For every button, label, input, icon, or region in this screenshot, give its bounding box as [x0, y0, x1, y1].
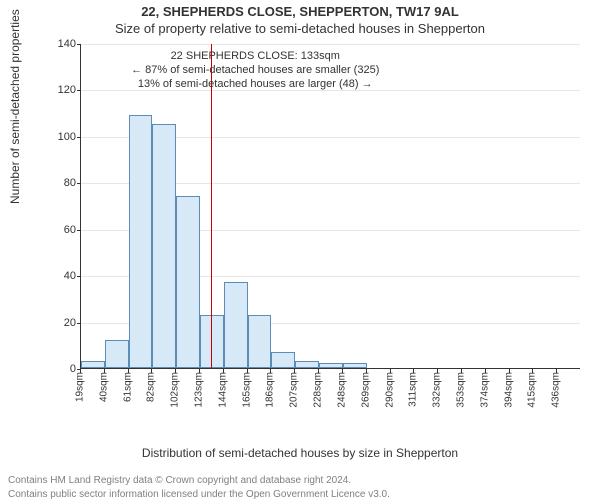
- histogram-chart: 22 SHEPHERDS CLOSE: 133sqm ← 87% of semi…: [50, 44, 580, 399]
- histogram-bar: [81, 361, 105, 368]
- y-tick-label: 100: [46, 131, 76, 143]
- x-tick-label: 102sqm: [170, 372, 181, 408]
- histogram-bar: [295, 361, 319, 368]
- page-subtitle: Size of property relative to semi-detach…: [0, 21, 600, 36]
- histogram-bar: [271, 352, 295, 368]
- reference-line: [211, 44, 212, 368]
- x-tick-label: 228sqm: [313, 372, 324, 408]
- x-tick-label: 40sqm: [98, 372, 109, 402]
- y-tick-label: 80: [46, 177, 76, 189]
- x-tick-label: 269sqm: [360, 372, 371, 408]
- page-title-address: 22, SHEPHERDS CLOSE, SHEPPERTON, TW17 9A…: [0, 4, 600, 19]
- histogram-bar: [224, 282, 248, 368]
- histogram-bar: [152, 124, 176, 368]
- y-tick-label: 140: [46, 38, 76, 50]
- y-axis-label: Number of semi-detached properties: [8, 9, 22, 204]
- footer-attribution-2: Contains public sector information licen…: [8, 489, 390, 500]
- x-tick-label: 290sqm: [384, 372, 395, 408]
- y-tick-label: 60: [46, 224, 76, 236]
- plot-area: 22 SHEPHERDS CLOSE: 133sqm ← 87% of semi…: [80, 44, 580, 369]
- x-tick-label: 374sqm: [479, 372, 490, 408]
- x-tick-label: 207sqm: [289, 372, 300, 408]
- histogram-bar: [105, 340, 129, 368]
- y-tick-label: 20: [46, 317, 76, 329]
- histogram-bar: [176, 196, 200, 368]
- x-tick-label: 82sqm: [146, 372, 157, 402]
- x-tick-label: 415sqm: [527, 372, 538, 408]
- x-tick-label: 165sqm: [241, 372, 252, 408]
- x-tick-label: 332sqm: [432, 372, 443, 408]
- x-tick-label: 394sqm: [503, 372, 514, 408]
- histogram-bar: [248, 315, 272, 368]
- annotation-line-2: ← 87% of semi-detached houses are smalle…: [131, 64, 379, 78]
- y-tick-label: 0: [46, 363, 76, 375]
- y-tick-label: 40: [46, 270, 76, 282]
- histogram-bar: [343, 363, 367, 368]
- x-tick-label: 144sqm: [217, 372, 228, 408]
- annotation-line-1: 22 SHEPHERDS CLOSE: 133sqm: [131, 50, 379, 64]
- x-axis-label: Distribution of semi-detached houses by …: [0, 446, 600, 460]
- x-tick-label: 311sqm: [408, 372, 419, 407]
- gridline: [81, 44, 580, 45]
- footer-attribution-1: Contains HM Land Registry data © Crown c…: [8, 475, 351, 486]
- annotation-box: 22 SHEPHERDS CLOSE: 133sqm ← 87% of semi…: [131, 50, 379, 91]
- x-tick-label: 436sqm: [551, 372, 562, 408]
- x-tick-label: 61sqm: [122, 372, 133, 402]
- x-tick-label: 19sqm: [75, 372, 86, 402]
- y-tick-label: 120: [46, 84, 76, 96]
- x-tick-label: 353sqm: [455, 372, 466, 408]
- annotation-line-3: 13% of semi-detached houses are larger (…: [131, 78, 379, 92]
- x-tick-label: 248sqm: [336, 372, 347, 408]
- histogram-bar: [129, 115, 153, 368]
- x-tick-label: 186sqm: [265, 372, 276, 408]
- histogram-bar: [319, 363, 343, 368]
- x-tick-label: 123sqm: [194, 372, 205, 408]
